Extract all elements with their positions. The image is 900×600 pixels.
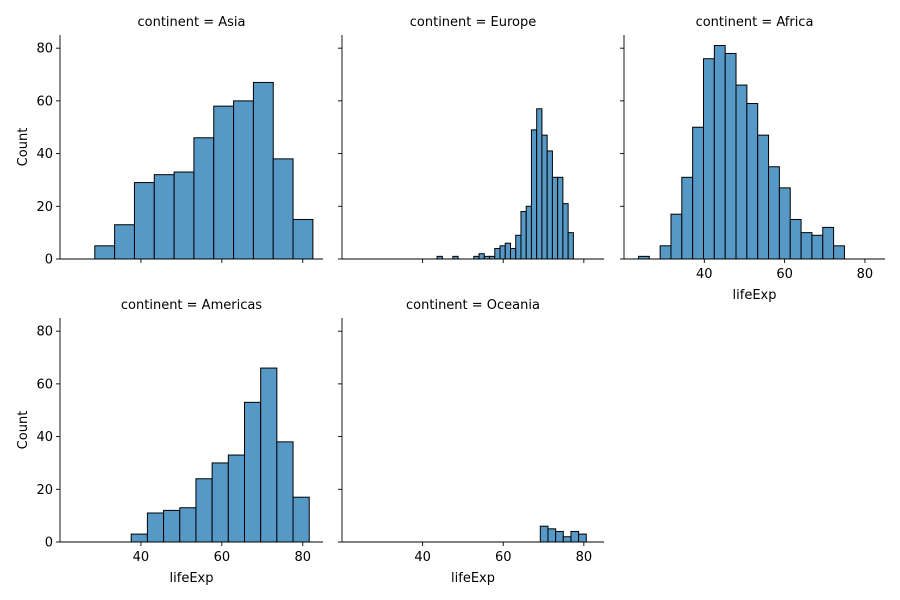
histogram-bar: [153, 174, 175, 260]
y-tick-label: 20: [36, 483, 53, 498]
histogram-bar: [547, 528, 557, 543]
histogram-bar: [478, 253, 485, 260]
histogram-bar: [778, 187, 791, 260]
histogram-bar: [163, 509, 181, 543]
histogram-bar: [768, 166, 780, 260]
facet-panel-2: 40 60 80 continent = Africa lifeExp: [620, 15, 885, 303]
histogram-bar: [570, 530, 580, 543]
histogram-bar: [539, 525, 549, 543]
facet-panel-4: 40 60 80 continent = Oceania lifeExp: [338, 298, 604, 586]
histogram-bar: [494, 247, 501, 260]
histogram-bar: [94, 245, 116, 260]
y-tick-label: 80: [36, 42, 53, 57]
x-axis-title: lifeExp: [170, 571, 214, 586]
x-tick-label: 60: [776, 267, 793, 282]
histogram-bar: [520, 211, 527, 260]
histogram-bar: [822, 226, 835, 260]
histogram-bar: [179, 507, 197, 543]
histogram-bar: [292, 496, 310, 543]
histogram-bar: [173, 171, 195, 260]
facet-panel-1: continent = Europe: [338, 15, 604, 263]
x-tick-label: 40: [696, 267, 713, 282]
panel-title: continent = Americas: [121, 298, 262, 313]
histogram-bar: [670, 213, 683, 260]
histogram-bar: [509, 247, 517, 260]
histogram-bar: [213, 105, 235, 260]
histogram-bar: [713, 45, 726, 260]
panel-title: continent = Oceania: [406, 298, 540, 313]
histogram-bar: [244, 401, 262, 543]
histogram-bar: [746, 103, 759, 260]
histogram-bar: [555, 530, 564, 543]
x-tick-label: 60: [495, 550, 512, 565]
histogram-bar: [800, 232, 813, 260]
y-axis-title: Count: [16, 128, 31, 167]
histogram-bar: [515, 234, 522, 260]
panel-title: continent = Europe: [410, 15, 537, 30]
histogram-bar: [276, 441, 294, 543]
y-axis-title: Count: [16, 411, 31, 450]
histogram-bar: [536, 108, 543, 260]
histogram-bar: [130, 533, 148, 543]
histogram-bar: [272, 158, 294, 260]
histogram-bar: [146, 512, 165, 543]
histogram-bar: [114, 224, 135, 260]
panel-title: continent = Africa: [696, 15, 814, 30]
histogram-bar: [833, 245, 845, 260]
y-tick-label: 60: [36, 377, 53, 392]
histogram-bar: [530, 129, 538, 260]
x-tick-label: 80: [576, 550, 593, 565]
y-tick-label: 80: [36, 325, 53, 340]
histogram-bar: [499, 245, 506, 260]
x-tick-label: 60: [214, 550, 231, 565]
histogram-bar: [681, 176, 694, 260]
y-tick-label: 40: [36, 430, 53, 445]
histogram-bar: [193, 137, 215, 260]
histogram-bar: [703, 58, 715, 260]
histogram-bar: [659, 245, 672, 260]
histogram-bar: [195, 478, 213, 543]
histogram-bar: [567, 232, 574, 260]
x-tick-label: 40: [414, 550, 431, 565]
histogram-bar: [292, 218, 314, 260]
histogram-bar: [260, 367, 278, 543]
facet-panel-3: 0 20 40 60 80 40 60 80 continent = Americas lifeE…: [16, 298, 323, 586]
histogram-bar: [811, 234, 824, 260]
histogram-bar: [692, 126, 704, 260]
histogram-bar: [562, 536, 572, 543]
x-tick-label: 80: [857, 267, 874, 282]
histogram-bar: [551, 176, 559, 260]
histogram-bar: [557, 176, 564, 260]
histogram-bar: [525, 205, 532, 260]
histogram-bar: [227, 454, 246, 543]
y-tick-label: 60: [36, 94, 53, 109]
y-tick-label: 0: [45, 536, 53, 551]
x-tick-label: 80: [294, 550, 311, 565]
x-axis-title: lifeExp: [733, 288, 777, 303]
x-axis-title: lifeExp: [451, 571, 495, 586]
histogram-bar: [735, 84, 748, 260]
panel-title: continent = Asia: [137, 15, 245, 30]
histogram-bar: [789, 218, 802, 260]
histogram-bar: [211, 462, 229, 543]
histogram-bar: [578, 533, 587, 543]
histogram-bar: [541, 134, 548, 260]
histogram-bar: [724, 52, 737, 260]
facet-panel-0: 0 20 40 60 80 continent = Asia Count: [16, 15, 323, 268]
histogram-bar: [504, 242, 511, 260]
histogram-bar: [233, 100, 254, 260]
histogram-bar: [252, 81, 274, 260]
histogram-bar: [546, 150, 553, 260]
y-tick-label: 40: [36, 147, 53, 162]
y-tick-label: 20: [36, 200, 53, 215]
histogram-bar: [757, 134, 770, 260]
histogram-bar: [133, 182, 155, 260]
x-tick-label: 40: [133, 550, 150, 565]
histogram-bar: [562, 203, 569, 260]
y-tick-label: 0: [45, 253, 53, 268]
